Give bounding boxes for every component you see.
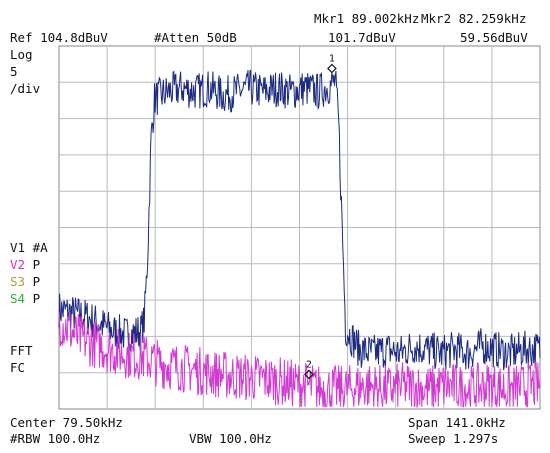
scale-value: 5 xyxy=(10,64,18,79)
marker1-value: 101.7dBuV xyxy=(328,30,396,45)
trace-s3-mode: P xyxy=(32,274,41,289)
rbw: #RBW 100.0Hz xyxy=(10,431,101,446)
marker2-frequency: Mkr2 82.259kHz xyxy=(421,11,527,26)
center-frequency: Center 79.50kHz xyxy=(10,415,123,430)
trace-v1-mode: #A xyxy=(32,240,48,255)
trace-v2-label: V2 P xyxy=(10,258,40,272)
trace-v1-id: V1 xyxy=(10,240,26,255)
trace-s3-label: S3 P xyxy=(10,275,40,289)
markers-layer: 12 xyxy=(304,54,337,380)
marker-2-diamond xyxy=(304,369,314,380)
fc-label: FC xyxy=(10,360,26,375)
attenuation: #Atten 50dB xyxy=(154,30,237,45)
trace-v2-mode: P xyxy=(32,257,41,272)
trace-s4-label: S4 P xyxy=(10,292,40,306)
trace-v1-line xyxy=(58,69,541,371)
marker-1-diamond xyxy=(327,63,337,74)
trace-s4-mode: P xyxy=(32,291,41,306)
trace-v2-line xyxy=(58,311,541,409)
trace-s3-id: S3 xyxy=(10,274,26,289)
sweep-time: Sweep 1.297s xyxy=(408,431,499,446)
scale-mode: Log xyxy=(10,47,33,62)
traces-layer xyxy=(58,69,541,409)
marker2-value: 59.56dBuV xyxy=(460,30,528,45)
marker1-frequency: Mkr1 89.002kHz xyxy=(314,11,420,26)
marker-1-label: 1 xyxy=(329,54,335,65)
vbw: VBW 100.0Hz xyxy=(189,431,272,446)
trace-v2-id: V2 xyxy=(10,257,26,272)
trace-s4-id: S4 xyxy=(10,291,26,306)
span: Span 141.0kHz xyxy=(408,415,506,430)
scale-unit: /div xyxy=(10,81,41,96)
trace-v1-label: V1 #A xyxy=(10,241,48,255)
fft-label: FFT xyxy=(10,343,33,358)
ref-level: Ref 104.8dBuV xyxy=(10,30,108,45)
marker-2-label: 2 xyxy=(306,359,312,370)
